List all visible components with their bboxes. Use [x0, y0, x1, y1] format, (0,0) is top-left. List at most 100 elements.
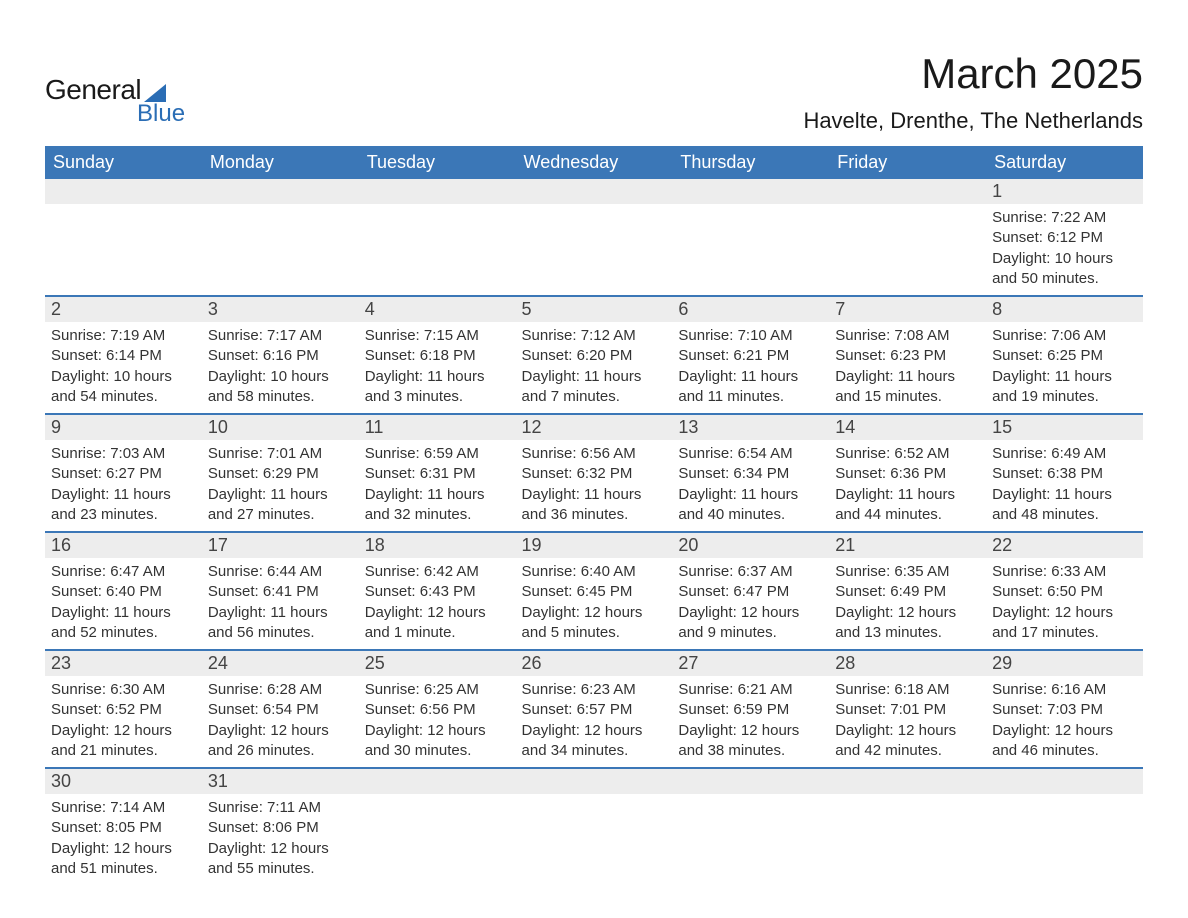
daydata-row: Sunrise: 7:22 AMSunset: 6:12 PMDaylight:…	[45, 204, 1143, 296]
daylight-text: Daylight: 11 hours	[835, 485, 980, 505]
day-number-cell: 17	[202, 532, 359, 558]
title-block: March 2025 Havelte, Drenthe, The Netherl…	[803, 50, 1143, 134]
sunset-text: Sunset: 6:49 PM	[835, 582, 980, 602]
daylight-text: and 15 minutes.	[835, 387, 980, 407]
day-number-cell: 26	[516, 650, 673, 676]
sunrise-text: Sunrise: 6:47 AM	[51, 562, 196, 582]
daylight-text: Daylight: 12 hours	[51, 839, 196, 859]
day-number-cell: 15	[986, 414, 1143, 440]
day-number-cell: 6	[672, 296, 829, 322]
daylight-text: and 13 minutes.	[835, 623, 980, 643]
sunrise-text: Sunrise: 7:15 AM	[365, 326, 510, 346]
weekday-header: Thursday	[672, 146, 829, 179]
sunset-text: Sunset: 6:31 PM	[365, 464, 510, 484]
daylight-text: and 27 minutes.	[208, 505, 353, 525]
sunset-text: Sunset: 6:56 PM	[365, 700, 510, 720]
sunset-text: Sunset: 6:27 PM	[51, 464, 196, 484]
sunset-text: Sunset: 6:59 PM	[678, 700, 823, 720]
daynum-row: 16171819202122	[45, 532, 1143, 558]
daynum-row: 3031	[45, 768, 1143, 794]
weekday-header: Wednesday	[516, 146, 673, 179]
header: General Blue March 2025 Havelte, Drenthe…	[45, 50, 1143, 134]
day-number-cell: 13	[672, 414, 829, 440]
daydata-row: Sunrise: 6:30 AMSunset: 6:52 PMDaylight:…	[45, 676, 1143, 768]
day-number-cell: 22	[986, 532, 1143, 558]
sunset-text: Sunset: 6:34 PM	[678, 464, 823, 484]
sunrise-text: Sunrise: 7:10 AM	[678, 326, 823, 346]
daydata-row: Sunrise: 6:47 AMSunset: 6:40 PM Daylight:…	[45, 558, 1143, 650]
daylight-text: and 44 minutes.	[835, 505, 980, 525]
daylight-text: and 23 minutes.	[51, 505, 196, 525]
daylight-text: and 46 minutes.	[992, 741, 1137, 761]
daydata-row: Sunrise: 7:14 AMSunset: 8:05 PMDaylight:…	[45, 794, 1143, 885]
day-number-cell: 30	[45, 768, 202, 794]
day-data-cell: Sunrise: 6:25 AMSunset: 6:56 PMDaylight:…	[359, 676, 516, 768]
sunrise-text: Sunrise: 6:23 AM	[522, 680, 667, 700]
daylight-text: Daylight: 10 hours	[992, 249, 1137, 269]
daylight-text: Daylight: 11 hours	[51, 485, 196, 505]
daylight-text: and 34 minutes.	[522, 741, 667, 761]
day-number-cell: 10	[202, 414, 359, 440]
day-data-cell: Sunrise: 7:10 AMSunset: 6:21 PMDaylight:…	[672, 322, 829, 414]
day-number-cell: 21	[829, 532, 986, 558]
day-data-cell	[672, 794, 829, 885]
day-data-cell	[986, 794, 1143, 885]
day-data-cell: Sunrise: 7:19 AMSunset: 6:14 PMDaylight:…	[45, 322, 202, 414]
day-data-cell: Sunrise: 7:01 AMSunset: 6:29 PMDaylight:…	[202, 440, 359, 532]
daylight-text: Daylight: 12 hours	[835, 603, 980, 623]
sunrise-text: Sunrise: 6:52 AM	[835, 444, 980, 464]
sunrise-text: Sunrise: 6:35 AM	[835, 562, 980, 582]
sunset-text: Sunset: 6:21 PM	[678, 346, 823, 366]
day-data-cell: Sunrise: 7:17 AMSunset: 6:16 PMDaylight:…	[202, 322, 359, 414]
sunset-text: Sunset: 6:16 PM	[208, 346, 353, 366]
sunset-text: Sunset: 6:41 PM	[208, 582, 353, 602]
day-number-cell	[829, 768, 986, 794]
daynum-row: 9101112131415	[45, 414, 1143, 440]
daylight-text: and 17 minutes.	[992, 623, 1137, 643]
daylight-text: Daylight: 12 hours	[522, 721, 667, 741]
sunrise-text: Sunrise: 6:40 AM	[522, 562, 667, 582]
sunrise-text: Sunrise: 6:59 AM	[365, 444, 510, 464]
daynum-row: 2345678	[45, 296, 1143, 322]
day-data-cell: Sunrise: 7:22 AMSunset: 6:12 PMDaylight:…	[986, 204, 1143, 296]
day-number-cell: 5	[516, 296, 673, 322]
sunset-text: Sunset: 6:40 PM	[51, 582, 196, 602]
day-number-cell: 12	[516, 414, 673, 440]
weekday-header: Monday	[202, 146, 359, 179]
daylight-text: and 3 minutes.	[365, 387, 510, 407]
sunset-text: Sunset: 6:50 PM	[992, 582, 1137, 602]
day-number-cell: 2	[45, 296, 202, 322]
daylight-text: and 51 minutes.	[51, 859, 196, 879]
sunrise-text: Sunrise: 6:16 AM	[992, 680, 1137, 700]
daylight-text: and 9 minutes.	[678, 623, 823, 643]
sunset-text: Sunset: 8:06 PM	[208, 818, 353, 838]
day-number-cell	[45, 179, 202, 204]
daylight-text: and 55 minutes.	[208, 859, 353, 879]
daylight-text: Daylight: 11 hours	[365, 367, 510, 387]
calendar-table: Sunday Monday Tuesday Wednesday Thursday…	[45, 146, 1143, 885]
sunset-text: Sunset: 6:18 PM	[365, 346, 510, 366]
daylight-text: and 38 minutes.	[678, 741, 823, 761]
daylight-text: and 1 minute.	[365, 623, 510, 643]
day-number-cell	[359, 179, 516, 204]
sunset-text: Sunset: 8:05 PM	[51, 818, 196, 838]
sunrise-text: Sunrise: 6:28 AM	[208, 680, 353, 700]
logo-word-general: General	[45, 74, 141, 106]
day-data-cell: Sunrise: 6:28 AMSunset: 6:54 PMDaylight:…	[202, 676, 359, 768]
daylight-text: and 50 minutes.	[992, 269, 1137, 289]
sunrise-text: Sunrise: 7:08 AM	[835, 326, 980, 346]
sunset-text: Sunset: 6:43 PM	[365, 582, 510, 602]
daylight-text: Daylight: 12 hours	[208, 721, 353, 741]
daylight-text: Daylight: 12 hours	[835, 721, 980, 741]
sunset-text: Sunset: 6:20 PM	[522, 346, 667, 366]
daylight-text: and 11 minutes.	[678, 387, 823, 407]
day-data-cell: Sunrise: 6:16 AMSunset: 7:03 PMDaylight:…	[986, 676, 1143, 768]
sunrise-text: Sunrise: 6:42 AM	[365, 562, 510, 582]
daylight-text: and 52 minutes.	[51, 623, 196, 643]
day-data-cell: Sunrise: 7:03 AMSunset: 6:27 PMDaylight:…	[45, 440, 202, 532]
day-number-cell	[672, 179, 829, 204]
daylight-text: Daylight: 12 hours	[522, 603, 667, 623]
day-data-cell: Sunrise: 6:40 AMSunset: 6:45 PMDaylight:…	[516, 558, 673, 650]
sunset-text: Sunset: 6:54 PM	[208, 700, 353, 720]
month-title: March 2025	[803, 50, 1143, 98]
